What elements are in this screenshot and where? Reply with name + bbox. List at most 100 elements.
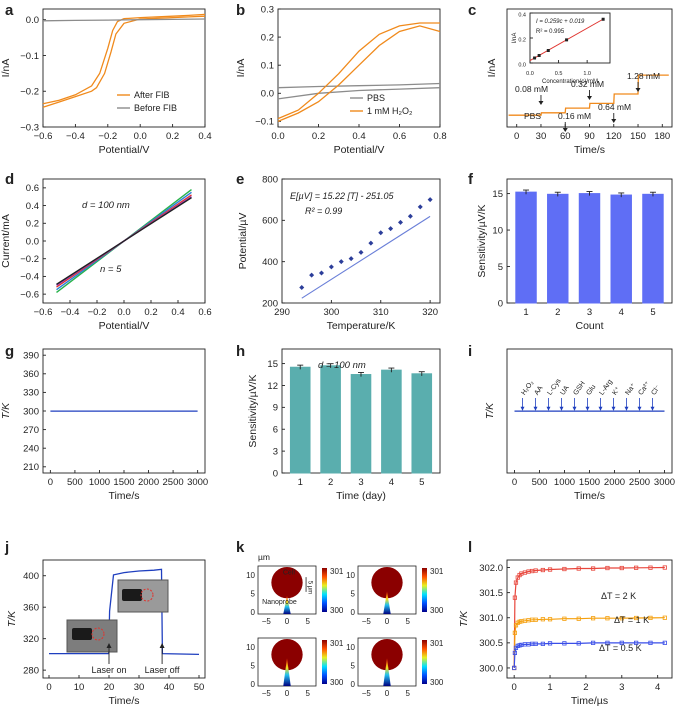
y-tick-label: 360 <box>23 369 39 380</box>
data-point <box>565 38 569 42</box>
x-axis-label: Time (day) <box>336 490 386 502</box>
heatmap-subplot: −5 0 5 0 5 10 301 300 Cell Nanoprobe 5 µm <box>246 565 344 626</box>
injection-arrow-head <box>520 406 525 411</box>
panel-c: 0 30 60 90 120 150 180 Time/s I/nA PBS 0.08 mM 0.16… <box>486 8 673 156</box>
panel-letter: j <box>4 539 9 556</box>
y-axis-label: T/K <box>484 402 496 419</box>
data-point <box>634 565 639 570</box>
injection-arrow-head <box>637 406 642 411</box>
x-tick-label: 290 <box>274 307 290 318</box>
x-tick-label: 1 <box>523 307 528 318</box>
colorbar-min: 300 <box>330 678 344 687</box>
panel-letter: g <box>5 343 14 360</box>
x-tick-label: 60 <box>560 131 571 142</box>
r2-label: R² = 0.99 <box>305 206 342 216</box>
annotation: d = 100 nm <box>82 200 130 211</box>
interferent-label: GSH <box>572 380 586 396</box>
data-point <box>309 272 315 278</box>
annotation: PBS <box>524 111 541 121</box>
y-tick-label: 320 <box>23 634 39 645</box>
nanoprobe <box>283 658 291 686</box>
scale-bar-label: 5 µm <box>307 581 313 594</box>
injection-arrow-head <box>546 406 551 411</box>
y-tick-label: −0.2 <box>20 87 39 98</box>
x-tick-label: 0.4 <box>352 131 365 142</box>
y-tick-label: 200 <box>262 298 278 309</box>
y-axis-label: I/nA <box>486 59 498 78</box>
x-tick-label: 5 <box>419 477 424 488</box>
y-axis-label: I/nA <box>235 59 247 78</box>
colorbar <box>322 568 327 612</box>
interferent-label: UA <box>559 384 571 396</box>
y-tick-label: 300 <box>23 406 39 417</box>
y-tick-label: 0.3 <box>261 4 274 15</box>
annotation: n = 5 <box>100 264 122 275</box>
x-axis-label: Time/µs <box>571 695 608 706</box>
y-tick-label: 280 <box>23 665 39 676</box>
data-point <box>533 568 538 573</box>
y-tick-label: 0.2 <box>26 219 39 230</box>
data-point <box>540 567 545 573</box>
x-tick-label: 3000 <box>654 477 675 488</box>
data-point <box>634 615 639 621</box>
y-tick-label: 300.5 <box>479 638 503 649</box>
x-tick-label: −0.2 <box>98 131 117 142</box>
y-tick-label: 0.0 <box>261 89 274 100</box>
data-point <box>368 240 374 246</box>
x-axis-label: Time/s <box>574 490 605 502</box>
y-tick-label: 10 <box>246 571 255 580</box>
x-axis-label: Time/s <box>574 144 605 156</box>
data-point <box>547 567 553 572</box>
laser-arrow-head <box>159 643 165 648</box>
panel-letter: e <box>236 171 244 188</box>
x-tick-label: 1 <box>547 682 552 693</box>
unit-label: µm <box>258 552 270 562</box>
series-line <box>56 197 192 285</box>
x-tick-label: −5 <box>262 689 272 698</box>
y-tick-label: 3 <box>273 446 278 457</box>
x-tick-label: 0.0 <box>117 307 130 318</box>
y-axis-label: T/K <box>458 610 470 627</box>
interferent-label: Ca²⁺ <box>637 380 651 397</box>
injection-arrow-head <box>585 406 590 411</box>
x-tick-label: 1000 <box>89 477 110 488</box>
x-tick-label: 2500 <box>629 477 650 488</box>
inset-r2: R² = 0.995 <box>536 29 565 35</box>
panel-f: 0 5 10 15 Count Sensitivity/µV/K 1 2 3 4 5 <box>476 178 673 332</box>
x-tick-label: 30 <box>134 682 145 693</box>
panel-letter: l <box>468 539 472 556</box>
series-label: ΔT = 2 K <box>601 591 636 601</box>
y-tick-label: 6 <box>273 425 278 436</box>
panel-letter: h <box>236 343 245 360</box>
panel-letter: a <box>5 2 14 19</box>
panel-d: −0.6 −0.4 −0.2 0.0 0.2 0.4 0.6 −0.6 −0.4 −0.2 0.0 0… <box>0 178 212 332</box>
x-tick-label: 0 <box>48 477 53 488</box>
data-point <box>605 640 610 645</box>
x-tick-label: 30 <box>536 131 547 142</box>
data-point <box>648 615 653 620</box>
data-point <box>662 640 667 645</box>
y-tick-label: 15 <box>492 189 503 200</box>
annotation: 0.32 mM <box>571 79 604 89</box>
panel-l: 0 1 2 3 4 300.0 300.5 301.0 301.5 302.0 Time/µs T/K… <box>458 559 673 706</box>
cell-body <box>271 638 303 671</box>
y-tick-label: −0.6 <box>20 289 39 300</box>
y-tick-label: −0.3 <box>20 122 39 133</box>
legend-label: Before FIB <box>134 103 177 113</box>
x-tick-label: 5 <box>650 307 655 318</box>
x-tick-label: 0 <box>512 682 517 693</box>
x-tick-label: 5 <box>405 617 410 626</box>
series-line <box>277 87 441 100</box>
panel-letter: i <box>468 343 472 360</box>
data-point <box>537 54 541 57</box>
legend-label: 1 mM H₂O₂ <box>367 106 413 116</box>
bar <box>381 369 402 474</box>
data-point <box>590 640 596 645</box>
x-tick-label: 500 <box>532 477 548 488</box>
data-point <box>546 49 550 52</box>
x-tick-label: 2 <box>328 477 333 488</box>
cell-body <box>371 638 403 671</box>
x-tick-label: 2500 <box>163 477 184 488</box>
